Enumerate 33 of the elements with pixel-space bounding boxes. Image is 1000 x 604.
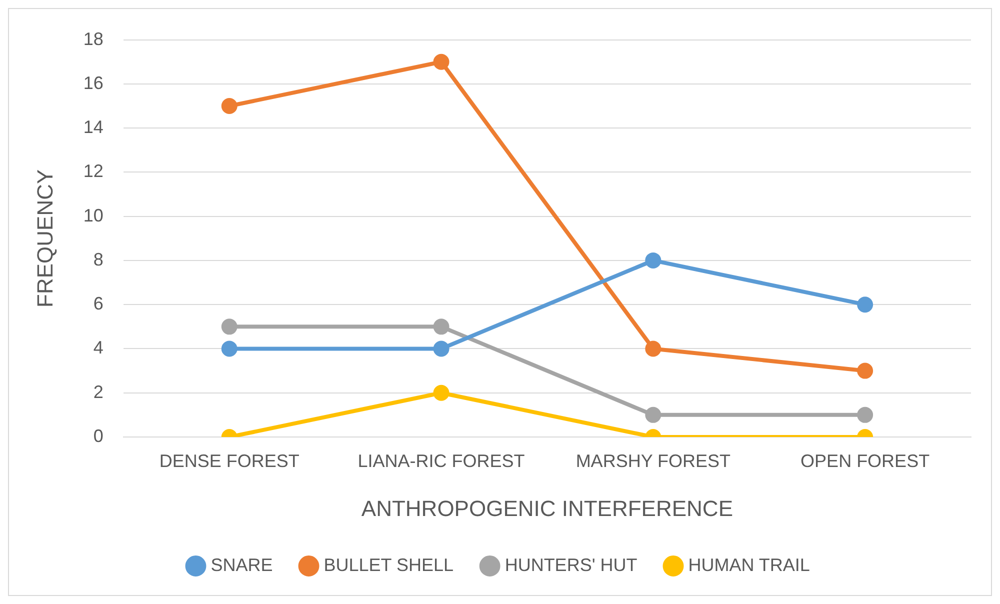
y-tick-label: 0 (93, 426, 104, 446)
x-tick-label: DENSE FOREST (159, 450, 300, 471)
point (433, 54, 450, 70)
y-tick-label: 14 (83, 117, 104, 138)
point (433, 384, 450, 401)
point (221, 318, 238, 335)
point (433, 340, 450, 357)
y-tick-label: 16 (83, 72, 104, 93)
y-tick-label: 10 (83, 205, 104, 226)
point (645, 340, 662, 357)
y-tick-label: 18 (83, 28, 104, 49)
x-tick-label: OPEN FOREST (800, 450, 930, 471)
point (857, 296, 874, 313)
legend-label: SNARE (210, 554, 273, 575)
legend-label: HUMAN TRAIL (688, 554, 810, 575)
legend-label: BULLET SHELL (324, 554, 454, 575)
y-tick-label: 12 (83, 161, 104, 182)
point (645, 252, 662, 268)
point (857, 406, 874, 423)
x-tick-label: MARSHY FOREST (576, 450, 731, 471)
point (221, 98, 238, 114)
point (221, 340, 238, 357)
y-axis-title: FREQUENCY (32, 169, 58, 308)
x-axis-title: ANTHROPOGENIC INTERFERENCE (361, 496, 734, 521)
y-tick-label: 4 (93, 338, 104, 358)
y-tick-label: 8 (93, 249, 104, 270)
point (645, 406, 662, 423)
y-tick-label: 6 (93, 294, 104, 314)
y-tick-label: 2 (93, 382, 104, 402)
legend-label: HUNTERS' HUT (504, 554, 638, 575)
x-tick-label: LIANA-RIC FOREST (358, 450, 525, 471)
point (857, 362, 874, 379)
point (433, 318, 450, 335)
